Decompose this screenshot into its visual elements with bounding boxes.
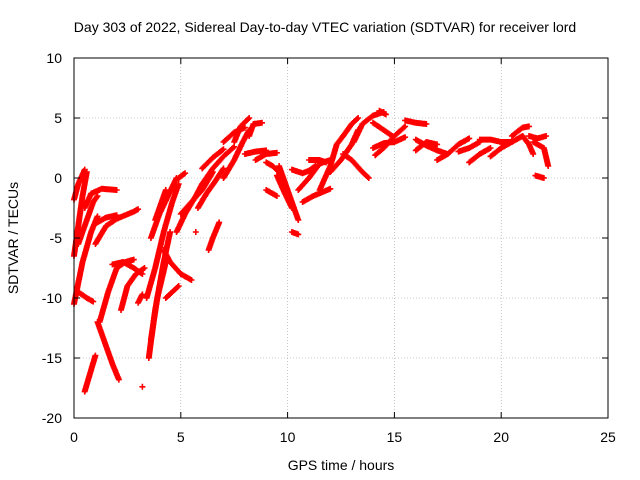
chart-title: Day 303 of 2022, Sidereal Day-to-day VTE… [74,19,576,35]
data-track-7 [94,319,122,383]
y-tick-label-1: -15 [42,350,62,366]
data-track-59 [466,145,494,166]
y-tick-label-0: -20 [42,410,62,426]
x-tick-label-2: 10 [280,429,296,445]
y-tick-label-5: 5 [54,110,62,126]
data-track-24 [175,170,189,181]
data-track-26 [205,219,223,253]
data-track-63 [519,133,537,157]
data-track-20 [160,247,195,283]
data-track-17 [143,181,182,301]
data-track-44 [306,157,329,166]
data-track-12 [109,259,146,277]
data-track-27 [194,165,227,211]
y-tick-label-3: -5 [50,230,63,246]
y-tick-label-2: -10 [42,290,62,306]
grid-lines [74,58,608,418]
data-track-39 [263,187,280,199]
data-track-14 [135,291,146,306]
data-track-28 [199,143,238,187]
data-track-66 [532,172,547,181]
data-track-54 [402,117,430,127]
data-track-57 [434,135,473,163]
y-tick-label-4: 0 [54,170,62,186]
data-track-64 [530,139,552,169]
data-track-62 [508,123,532,139]
data-track-40 [288,229,302,238]
data-track-50 [370,119,396,139]
data-track-5 [75,289,97,305]
data-track-6 [81,352,99,395]
x-axis-label: GPS time / hours [288,457,395,473]
y-tick-label-6: 10 [46,50,62,66]
data-track-29 [199,146,227,172]
data-track-61 [487,133,526,160]
data-track-47 [340,115,362,139]
x-tick-label-0: 0 [70,429,78,445]
data-track-4 [81,185,120,211]
data-points [71,107,552,395]
data-track-56 [412,139,441,154]
data-track-43 [299,185,334,205]
data-track-3 [75,193,101,247]
data-track-21 [162,283,182,301]
data-track-51 [376,107,389,118]
data-track-9 [92,206,142,247]
data-track-19 [152,187,169,223]
data-track-23 [177,169,216,217]
data-track-58 [455,139,483,155]
data-track-53 [372,123,409,159]
data-track-16 [147,259,169,343]
data-track-65 [526,133,550,142]
data-track-48 [340,151,372,181]
y-axis-label: SDTVAR / TECUs [5,182,21,294]
data-track-10 [92,212,120,227]
data-track-32 [220,124,248,145]
data-track-34 [241,147,270,157]
x-tick-label-4: 20 [493,429,509,445]
data-track-25 [192,229,199,235]
data-track-13 [139,383,146,390]
data-track-35 [252,149,280,163]
x-tick-label-5: 25 [600,429,616,445]
x-tick-label-3: 15 [387,429,403,445]
axis-ticks: 0 5 10 15 20 25 -20 -15 -10 -5 0 5 10 [42,50,616,445]
data-track-38 [273,172,295,211]
data-track-33 [246,119,265,139]
x-tick-label-1: 5 [177,429,185,445]
